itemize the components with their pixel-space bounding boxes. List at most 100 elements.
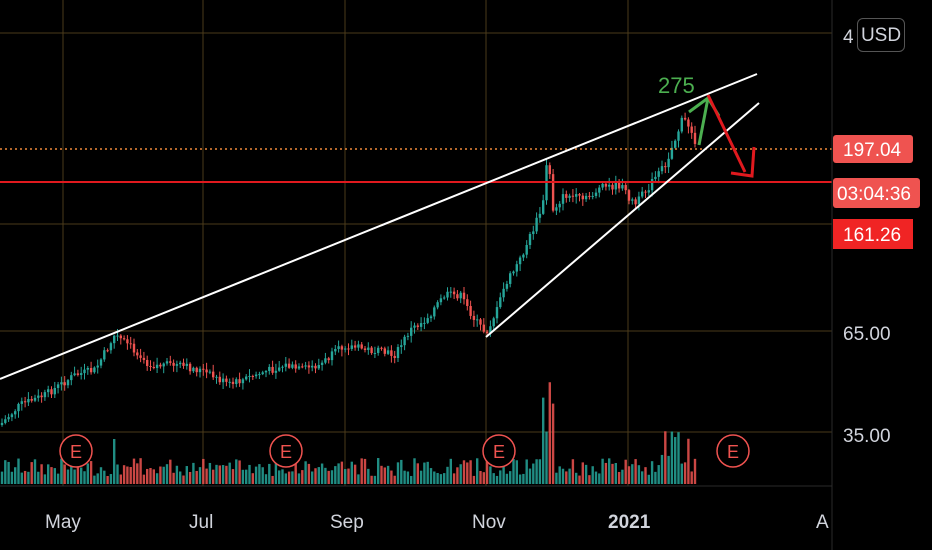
volume-bar (149, 468, 152, 484)
volume-bar (383, 467, 386, 484)
volume-bar (608, 458, 611, 484)
candle-body (561, 194, 565, 204)
candle-body (192, 367, 195, 372)
candle-body (340, 346, 344, 350)
candle-body (175, 364, 179, 366)
volume-bar (558, 466, 561, 484)
volume-bar (522, 473, 525, 484)
svg-text:E: E (70, 442, 82, 462)
candle-body (337, 346, 340, 349)
volume-bar (482, 472, 485, 484)
volume-bar (122, 465, 126, 484)
green-arrow[interactable] (697, 97, 710, 146)
volume-bar (238, 460, 241, 484)
lower-trendline[interactable] (485, 102, 760, 338)
candle-body (14, 411, 17, 415)
volume-bar (416, 463, 419, 484)
candle-body (179, 362, 182, 365)
volume-bar (330, 470, 334, 484)
candle-body (598, 187, 601, 193)
volume-bar (601, 458, 604, 484)
volume-bar (588, 475, 591, 484)
candle-body (535, 217, 538, 232)
level-price-tag[interactable]: 161.26 (833, 219, 913, 249)
candle-body (575, 194, 578, 197)
candle-body (185, 363, 188, 366)
earnings-marker[interactable]: E (716, 434, 750, 468)
candle-body (344, 348, 347, 350)
candle-body (538, 213, 542, 218)
volume-bar (363, 458, 367, 484)
volume-bar (598, 473, 601, 484)
volume-bar (4, 460, 7, 484)
volume-bar (660, 454, 664, 484)
volume-bar (251, 473, 254, 484)
volume-bar (119, 474, 122, 484)
volume-bar (542, 397, 545, 484)
candle-body (578, 194, 581, 196)
candle-body (320, 362, 324, 365)
red-arrow[interactable] (706, 94, 747, 173)
volume-bar (116, 464, 119, 484)
candle-body (136, 352, 139, 356)
candle-body (456, 294, 459, 299)
earnings-marker[interactable]: E (59, 434, 93, 468)
candle-body (670, 147, 674, 159)
candle-body (528, 234, 532, 245)
candle-body (307, 365, 311, 368)
volume-bar (670, 431, 674, 484)
candle-body (380, 347, 383, 349)
candle-body (99, 359, 103, 366)
candle-body (505, 283, 509, 289)
candle-body (492, 318, 495, 327)
volume-bar (175, 465, 179, 484)
candle-body (377, 347, 380, 353)
candle-body (499, 297, 502, 308)
candle-body (542, 200, 545, 214)
volume-bar (687, 438, 690, 484)
candle-body (66, 380, 70, 386)
candle-body (443, 297, 446, 299)
volume-bar (86, 463, 89, 484)
current-price-tag[interactable]: 197.04 (833, 135, 913, 163)
upper-trendline[interactable] (0, 73, 758, 380)
candle-body (132, 343, 136, 353)
candle-body (479, 319, 482, 325)
volume-bar (43, 474, 47, 484)
volume-bar (377, 458, 380, 484)
candle-body (363, 348, 367, 350)
volume-bar (631, 464, 634, 484)
volume-bar (532, 463, 535, 484)
volume-bar (126, 466, 129, 484)
volume-bar (0, 471, 4, 484)
candle-body (248, 375, 251, 377)
volume-bar (278, 470, 281, 484)
time-axis-label: Jul (189, 512, 213, 533)
earnings-marker[interactable]: E (269, 434, 303, 468)
candle-body (644, 191, 647, 193)
candle-body (89, 367, 93, 373)
candle-body (122, 338, 126, 340)
volume-bar (353, 464, 357, 484)
candle-body (476, 319, 479, 321)
volume-bar (657, 465, 660, 484)
currency-button[interactable]: USD (857, 18, 905, 52)
candle-body (225, 378, 228, 382)
candle-body (489, 326, 492, 334)
earnings-marker[interactable]: E (482, 434, 516, 468)
volume-bar (456, 467, 459, 484)
candle-body (251, 375, 254, 377)
candle-body (690, 126, 693, 133)
candle-body (403, 336, 406, 346)
candle-body (677, 131, 680, 141)
candle-body (281, 366, 284, 368)
candle-body (459, 292, 462, 299)
candle-body (83, 369, 86, 374)
candle-body (518, 257, 522, 265)
candle-body (693, 132, 697, 144)
candle-body (525, 244, 528, 255)
candle-body (641, 191, 644, 197)
volume-bar (185, 466, 188, 484)
volume-bar (489, 466, 492, 484)
